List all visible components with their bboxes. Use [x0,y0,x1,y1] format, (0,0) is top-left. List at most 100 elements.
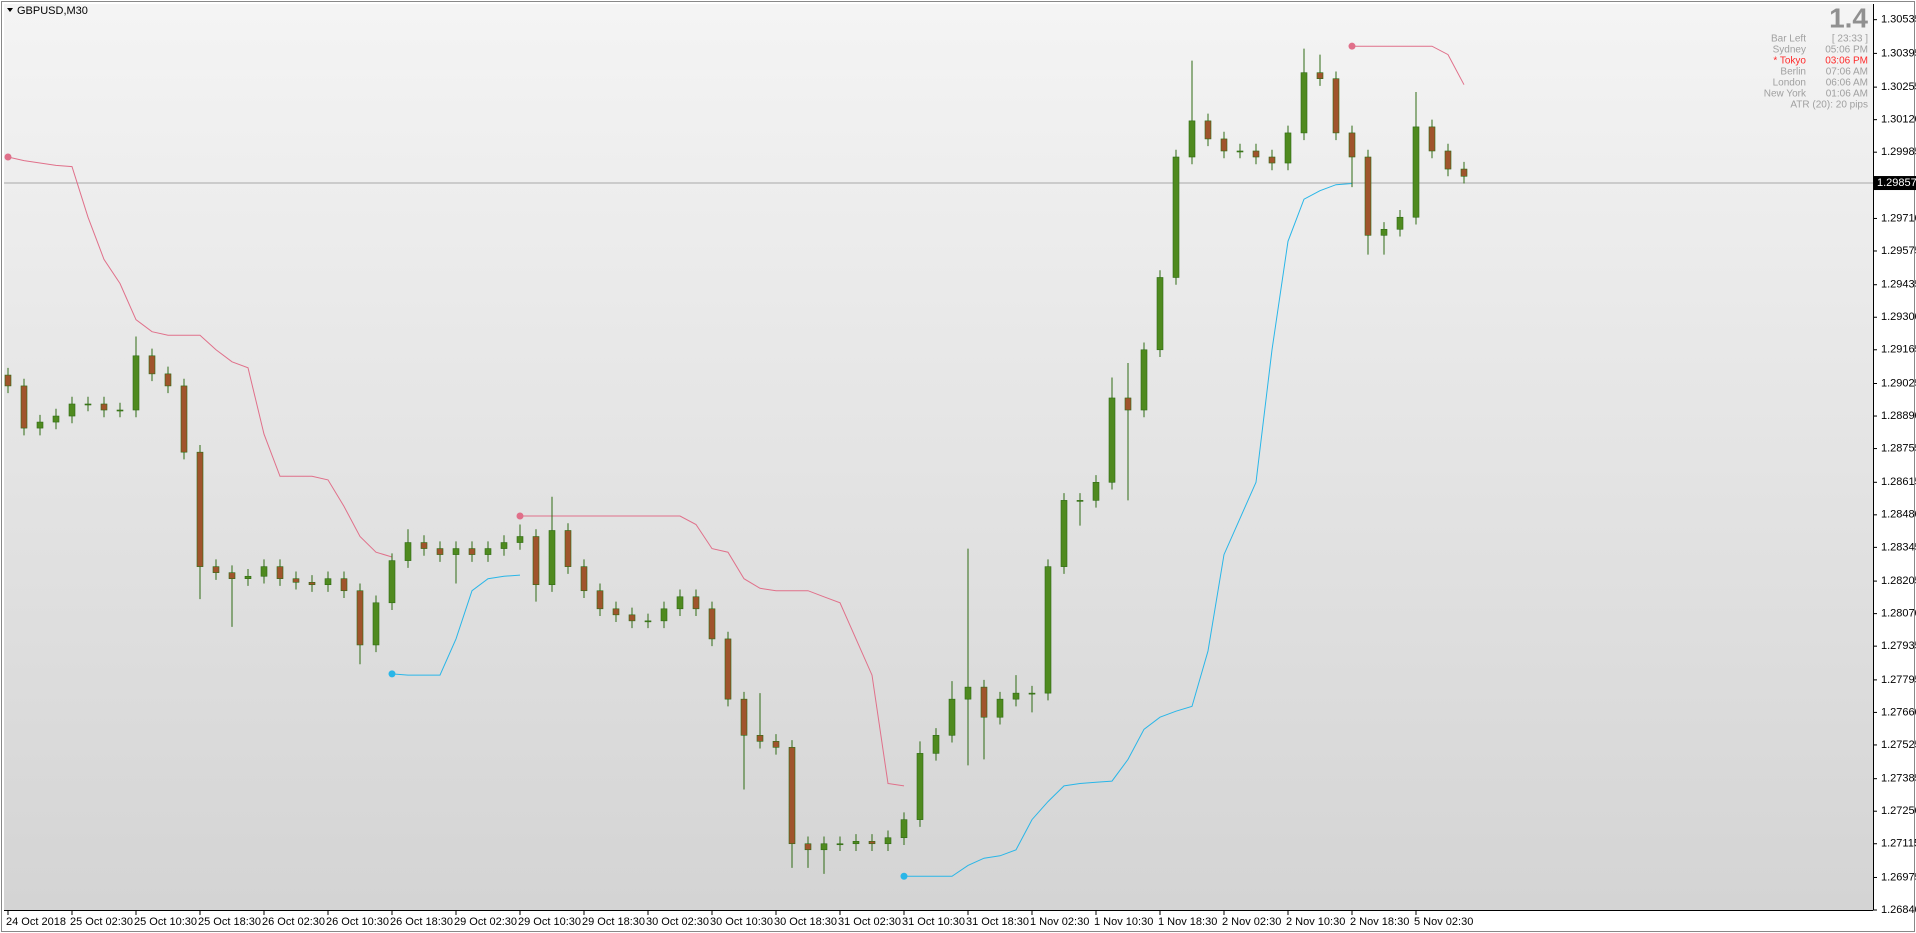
info-row-time: 03:06 PM [1825,56,1868,67]
candle-body [484,548,492,555]
candle-body [1284,132,1292,164]
trailing-start-dot [4,153,12,161]
x-tick-label: 31 Oct 18:30 [966,916,1029,928]
candle-body [676,596,684,610]
candle-body [340,578,348,592]
x-tick-label: 2 Nov 18:30 [1350,916,1409,928]
candle-body [820,843,828,851]
y-tick-label: 1.30255 [1881,81,1916,93]
info-value: 1.4 [1829,2,1868,33]
info-row-time: 06:06 AM [1826,78,1868,89]
chart-title: GBPUSD,M30 [17,5,88,17]
trailing-start-dot [900,872,908,880]
candle-body [740,698,748,736]
candle-body [372,602,380,646]
candle-body [932,735,940,754]
candle-body [916,753,924,820]
x-tick-label: 1 Nov 02:30 [1030,916,1089,928]
x-tick-label: 25 Oct 02:30 [70,916,133,928]
candle-body [1140,349,1148,411]
candle-body [756,735,764,742]
y-tick-label: 1.27795 [1881,674,1916,686]
y-tick-label: 1.27935 [1881,640,1916,652]
candle-body [692,596,700,610]
candle-body [980,686,988,718]
y-tick-label: 1.30395 [1881,47,1916,59]
candle-body [1220,138,1228,152]
candle-body [804,843,812,851]
x-tick-label: 26 Oct 18:30 [390,916,453,928]
menu-arrow[interactable] [7,8,13,12]
candle-body [596,590,604,610]
candle-body [116,409,124,412]
candle-body [1444,150,1452,170]
candle-body [1188,120,1196,158]
candle-body [1268,156,1276,164]
candle-body [1364,156,1372,236]
candle-body [308,581,316,586]
candle-body [1428,126,1436,152]
plot-area [4,4,1873,910]
y-tick-label: 1.30120 [1881,114,1916,126]
x-tick-label: 26 Oct 10:30 [326,916,389,928]
y-tick-label: 1.29985 [1881,146,1916,158]
candle-body [84,403,92,406]
x-tick-label: 2 Nov 10:30 [1286,916,1345,928]
x-tick-label: 25 Oct 10:30 [134,916,197,928]
x-tick-label: 31 Oct 10:30 [902,916,965,928]
candle-body [564,530,572,567]
candle-body [68,403,76,417]
x-tick-label: 5 Nov 02:30 [1414,916,1473,928]
trailing-line [7,45,1465,787]
candle-body [468,548,476,555]
candle-body [1460,168,1468,177]
x-tick-label: 25 Oct 18:30 [198,916,261,928]
candle-body [452,548,460,555]
y-tick-label: 1.27115 [1881,838,1916,850]
candle-body [1028,692,1036,695]
candle-body [164,373,172,387]
candle-body [436,548,444,555]
candle-body [532,536,540,586]
candle-body [852,841,860,845]
candle-body [420,542,428,549]
candle-body [1012,692,1020,700]
candle-body [628,614,636,622]
candle-body [724,638,732,700]
x-tick-label: 30 Oct 18:30 [774,916,837,928]
candle-body [836,843,844,846]
info-row-time: 01:06 AM [1826,89,1868,100]
candle-body [948,698,956,736]
current-price-label: 1.29857 [1877,177,1916,189]
candle-body [884,837,892,845]
candle-body [356,590,364,646]
x-tick-label: 31 Oct 02:30 [838,916,901,928]
candle-body [1316,72,1324,79]
candle-body [1076,500,1084,502]
info-row-label: New York [1764,89,1807,100]
y-tick-label: 1.30535 [1881,14,1916,26]
candle-body [1108,397,1116,483]
y-tick-label: 1.28755 [1881,442,1916,454]
x-tick-label: 30 Oct 02:30 [646,916,709,928]
candle-body [1332,78,1340,134]
candle-body [228,572,236,579]
x-tick-label: 30 Oct 10:30 [710,916,773,928]
candle-body [1380,228,1388,236]
candle-body [1156,277,1164,351]
candle-body [276,566,284,579]
candle-body [4,374,12,387]
candle-body [868,841,876,845]
candle-body [1412,126,1420,218]
info-panel: 1.4 Bar Left [ 23:33 ] Sydney 05:06 PM * Toky… [1764,2,1869,110]
candle-body [100,403,108,411]
candle-body [516,536,524,543]
info-row-label: Sydney [1773,45,1806,56]
candle-body [1300,72,1308,134]
info-row-label: Berlin [1780,67,1806,78]
y-tick-label: 1.28615 [1881,476,1916,488]
candle-body [644,620,652,623]
